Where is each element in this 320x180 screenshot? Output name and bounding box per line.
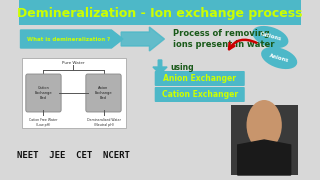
Text: Anion
Exchange
Bed: Anion Exchange Bed bbox=[95, 86, 112, 100]
FancyBboxPatch shape bbox=[155, 87, 245, 102]
Text: Cation Exchanger: Cation Exchanger bbox=[162, 90, 238, 99]
Text: Anions: Anions bbox=[269, 53, 290, 63]
Ellipse shape bbox=[252, 26, 288, 48]
Ellipse shape bbox=[246, 100, 282, 150]
FancyBboxPatch shape bbox=[155, 71, 245, 86]
Text: Demineralization - Ion exchange process: Demineralization - Ion exchange process bbox=[17, 6, 303, 19]
Text: Pure Water: Pure Water bbox=[62, 61, 85, 65]
Text: Cation Free Water
(Low pH): Cation Free Water (Low pH) bbox=[29, 118, 58, 127]
Text: NEET  JEE  CET  NCERT: NEET JEE CET NCERT bbox=[17, 150, 130, 159]
Text: Cation
Exchange
Bed: Cation Exchange Bed bbox=[35, 86, 52, 100]
Ellipse shape bbox=[261, 47, 297, 69]
Text: What is demineralization ?: What is demineralization ? bbox=[27, 37, 110, 42]
FancyBboxPatch shape bbox=[19, 0, 301, 25]
Text: Cations: Cations bbox=[259, 31, 282, 41]
Text: using: using bbox=[171, 62, 194, 71]
Polygon shape bbox=[153, 60, 167, 74]
FancyBboxPatch shape bbox=[26, 74, 61, 112]
FancyBboxPatch shape bbox=[231, 105, 298, 175]
Text: Demineralized Water
(Neutral pH): Demineralized Water (Neutral pH) bbox=[87, 118, 120, 127]
FancyBboxPatch shape bbox=[19, 25, 301, 180]
Polygon shape bbox=[121, 27, 164, 51]
FancyBboxPatch shape bbox=[86, 74, 121, 112]
Text: Process of removing
ions present in water: Process of removing ions present in wate… bbox=[173, 29, 275, 49]
Text: Anion Exchanger: Anion Exchanger bbox=[163, 74, 236, 83]
FancyBboxPatch shape bbox=[22, 58, 126, 128]
Polygon shape bbox=[20, 30, 123, 48]
Polygon shape bbox=[238, 140, 291, 175]
